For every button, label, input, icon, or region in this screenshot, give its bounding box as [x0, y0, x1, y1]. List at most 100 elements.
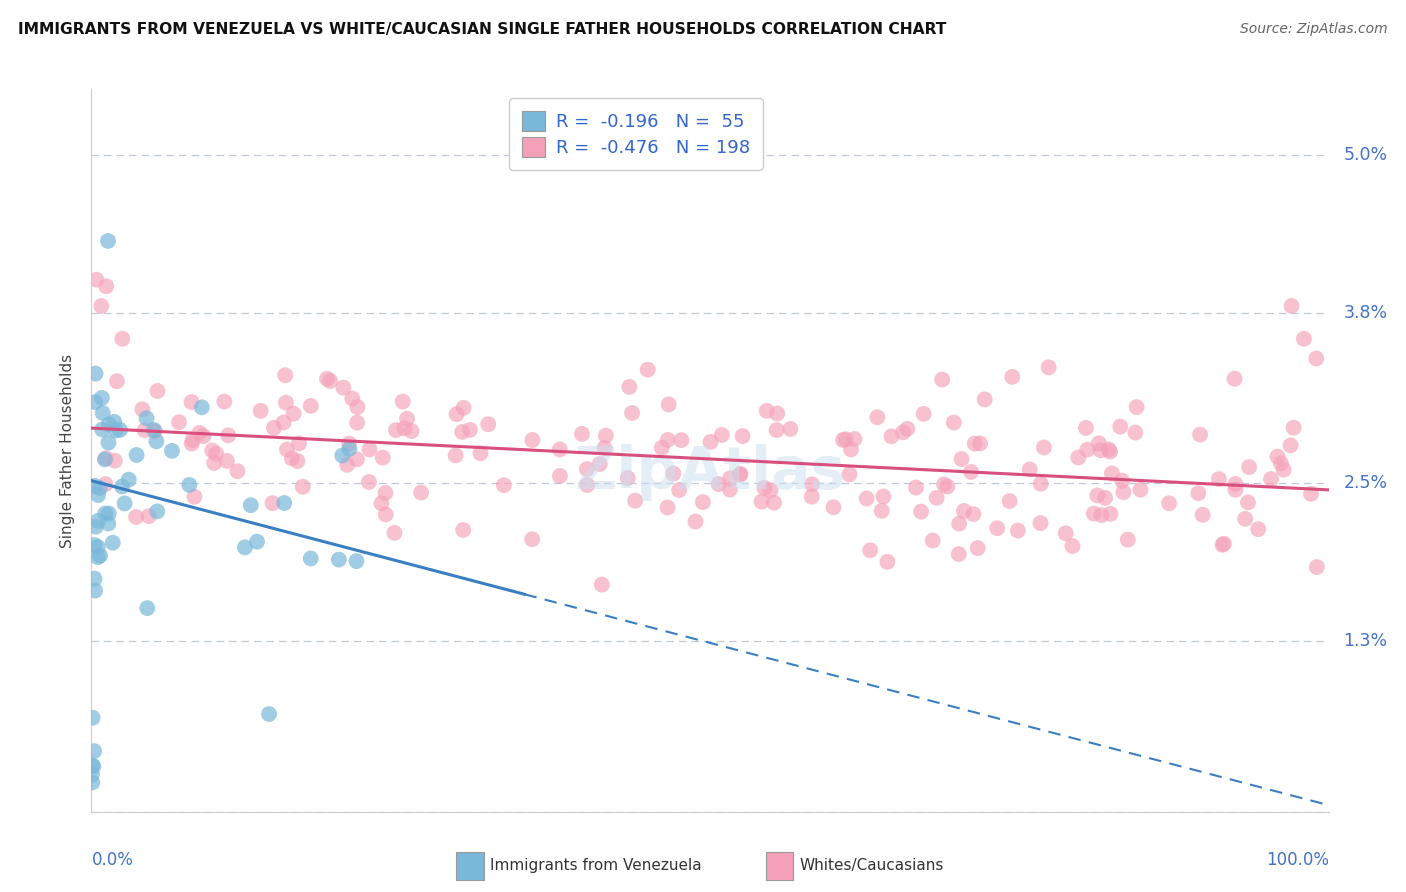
Point	[1281, 299, 1303, 313]
Point	[201, 443, 224, 458]
Point	[288, 436, 311, 450]
Point	[866, 410, 889, 425]
Point	[83, 744, 105, 758]
Point	[1116, 533, 1139, 547]
Legend: R =  -0.196   N =  55, R =  -0.476   N = 198: R = -0.196 N = 55, R = -0.476 N = 198	[509, 98, 762, 169]
Point	[136, 601, 159, 615]
Point	[942, 416, 965, 430]
Point	[571, 426, 593, 441]
Point	[370, 496, 392, 510]
Point	[707, 477, 730, 491]
Point	[94, 451, 117, 466]
Point	[576, 478, 599, 492]
Point	[1094, 491, 1116, 505]
Point	[728, 467, 751, 482]
Point	[330, 449, 353, 463]
Point	[188, 425, 211, 440]
Point	[880, 429, 903, 443]
Point	[1067, 450, 1090, 465]
Point	[374, 486, 396, 500]
Point	[89, 481, 111, 495]
Point	[948, 516, 970, 531]
Point	[384, 525, 406, 540]
Point	[83, 479, 105, 493]
Point	[94, 507, 117, 521]
Point	[731, 429, 754, 443]
Point	[444, 449, 467, 463]
Point	[765, 423, 787, 437]
Point	[685, 515, 707, 529]
Point	[1083, 507, 1105, 521]
Point	[97, 417, 120, 432]
Point	[730, 467, 752, 481]
Point	[763, 496, 786, 510]
Point	[548, 442, 571, 457]
Point	[575, 462, 598, 476]
Point	[1305, 351, 1327, 366]
Point	[1237, 495, 1260, 509]
Point	[1109, 419, 1132, 434]
Point	[160, 443, 183, 458]
Point	[896, 422, 918, 436]
Point	[146, 384, 169, 398]
Text: 5.0%: 5.0%	[1344, 146, 1388, 164]
Text: IMMIGRANTS FROM VENEZUELA VS WHITE/CAUCASIAN SINGLE FATHER HOUSEHOLDS CORRELATIO: IMMIGRANTS FROM VENEZUELA VS WHITE/CAUCA…	[18, 22, 946, 37]
Point	[108, 423, 131, 437]
Text: Source: ZipAtlas.com: Source: ZipAtlas.com	[1240, 22, 1388, 37]
Point	[522, 533, 544, 547]
Point	[658, 397, 681, 411]
Point	[91, 406, 114, 420]
Point	[257, 706, 280, 721]
Point	[1098, 444, 1121, 458]
Point	[1306, 560, 1329, 574]
Point	[401, 424, 423, 438]
Point	[239, 498, 262, 512]
Point	[595, 428, 617, 442]
Point	[931, 372, 953, 386]
Point	[103, 415, 125, 429]
Point	[97, 435, 120, 450]
Point	[960, 465, 983, 479]
Point	[963, 436, 986, 450]
Point	[346, 452, 368, 467]
Point	[1187, 486, 1209, 500]
Point	[337, 442, 360, 456]
Point	[215, 454, 238, 468]
Point	[87, 514, 110, 528]
Point	[593, 441, 616, 455]
Point	[754, 481, 776, 495]
Point	[710, 428, 733, 442]
Point	[273, 416, 295, 430]
Point	[87, 540, 110, 554]
Point	[274, 368, 297, 383]
Point	[97, 516, 120, 531]
Point	[342, 392, 364, 406]
Point	[249, 404, 271, 418]
Point	[1129, 483, 1152, 497]
Point	[83, 572, 105, 586]
Point	[191, 401, 214, 415]
Point	[138, 509, 160, 524]
Point	[226, 464, 249, 478]
Point	[800, 490, 823, 504]
Point	[84, 520, 107, 534]
Point	[391, 394, 413, 409]
Point	[1038, 360, 1060, 375]
Point	[1007, 524, 1029, 538]
Point	[346, 554, 368, 568]
Point	[146, 504, 169, 518]
Point	[125, 448, 148, 462]
Point	[1090, 508, 1112, 522]
Point	[183, 490, 205, 504]
Text: 3.8%: 3.8%	[1344, 303, 1388, 321]
Point	[1111, 474, 1133, 488]
Point	[1208, 472, 1230, 486]
Point	[962, 507, 984, 521]
Point	[84, 395, 107, 409]
Point	[145, 434, 167, 449]
Point	[205, 447, 228, 461]
Point	[668, 483, 690, 497]
Point	[114, 496, 136, 510]
Point	[105, 374, 128, 388]
Point	[1225, 483, 1247, 497]
